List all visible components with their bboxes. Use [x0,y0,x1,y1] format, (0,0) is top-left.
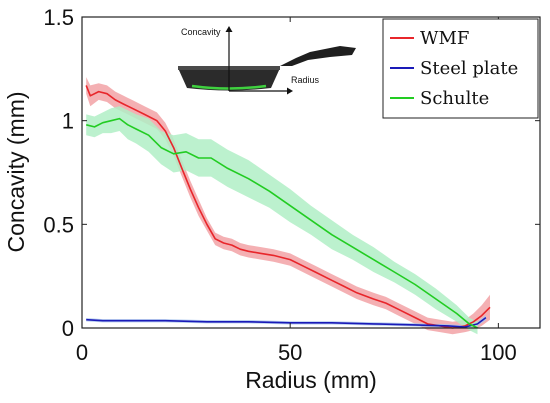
series-line-wmf [85,85,491,329]
inset-concavity-label: Concavity [181,27,221,37]
y-tick-label: 0.5 [43,212,74,237]
pan-handle-icon [280,46,356,66]
inset-radius-label: Radius [291,75,320,85]
legend-label-wmf: WMF [420,28,469,49]
x-tick-label: 100 [480,340,517,365]
axis-ticks: 0 50 100 0 0.5 1 1.5 [43,5,540,365]
plot-frame [81,16,541,329]
series-line-steel-plate [86,316,487,328]
y-tick-label: 0 [62,316,74,341]
x-axis-title: Radius (mm) [245,367,377,393]
legend: WMF Steel plate Schulte [382,18,539,119]
band-schulte [86,106,478,335]
y-tick-label: 1 [62,109,74,134]
band-wmf [86,77,490,335]
x-tick-label: 50 [278,340,302,365]
confidence-bands [86,77,490,335]
y-tick-label: 1.5 [43,5,74,30]
legend-label-steel-plate: Steel plate [420,58,518,79]
x-tick-label: 0 [76,340,88,365]
y-axis-title: Concavity (mm) [3,91,29,252]
series-line-schulte [86,117,478,329]
band-steel-plate [86,315,486,329]
legend-label-schulte: Schulte [420,88,489,109]
pan-inset-image: Concavity Radius [155,24,378,104]
inset-vertical-arrow-icon [225,26,233,32]
series-lines [85,85,491,329]
inset-horizontal-arrow-icon [287,87,293,95]
